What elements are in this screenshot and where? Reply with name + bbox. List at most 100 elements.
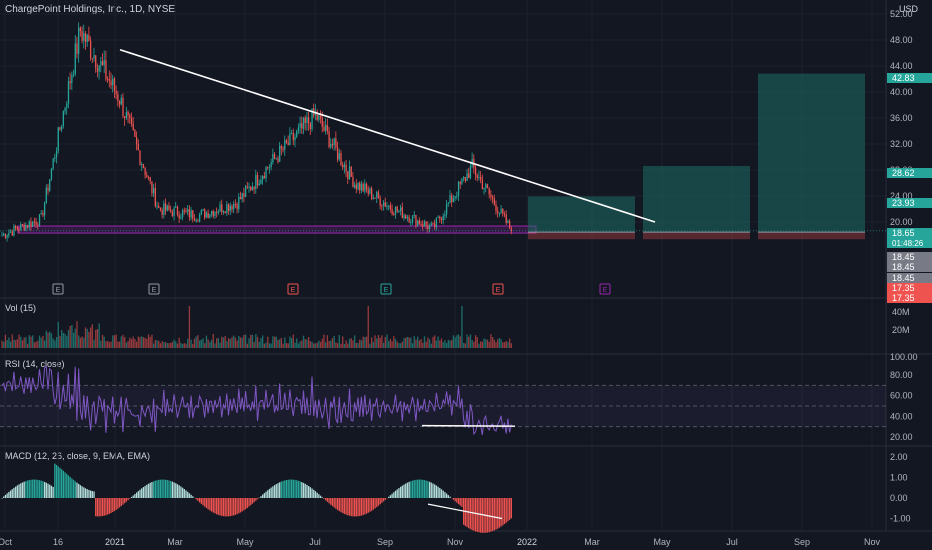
candle-body bbox=[71, 75, 73, 84]
candle-body bbox=[224, 211, 226, 213]
macd-bar bbox=[233, 498, 235, 516]
macd-bar bbox=[389, 495, 392, 498]
candle-body bbox=[430, 223, 432, 226]
candle-body bbox=[497, 211, 499, 214]
candle-body bbox=[273, 153, 276, 159]
candle-body bbox=[103, 60, 105, 66]
candle-body bbox=[54, 157, 56, 159]
currency-label[interactable]: USD bbox=[898, 4, 918, 14]
price-tick-label: 44.00 bbox=[890, 61, 913, 71]
volume-bar bbox=[318, 340, 320, 348]
candle-body bbox=[69, 81, 71, 84]
macd-bar bbox=[379, 498, 381, 505]
macd-bar bbox=[62, 470, 65, 498]
macd-bar bbox=[226, 498, 228, 517]
macd-bar bbox=[435, 485, 438, 498]
macd-bar bbox=[146, 484, 148, 498]
macd-bar bbox=[3, 496, 5, 498]
volume-pane-label[interactable]: Vol (15) bbox=[5, 303, 37, 313]
volume-bar bbox=[52, 338, 54, 348]
macd-bar bbox=[289, 479, 291, 498]
macd-bar bbox=[246, 498, 248, 508]
price-label-bg bbox=[887, 273, 932, 283]
macd-bar bbox=[285, 479, 288, 498]
volume-bar bbox=[132, 336, 134, 348]
macd-bar bbox=[61, 469, 63, 498]
macd-bar bbox=[279, 482, 281, 498]
volume-bar bbox=[253, 342, 255, 348]
candle-body bbox=[95, 55, 97, 68]
volume-bar bbox=[88, 331, 90, 348]
candle-body bbox=[469, 166, 472, 179]
macd-bar bbox=[188, 493, 191, 498]
volume-bar bbox=[255, 334, 257, 348]
volume-bar bbox=[413, 336, 415, 348]
macd-bar bbox=[55, 464, 58, 498]
rsi-pane-label[interactable]: RSI (14, close) bbox=[5, 359, 65, 369]
volume-bar bbox=[369, 343, 371, 348]
macd-bar bbox=[411, 480, 414, 498]
candle-body bbox=[398, 210, 400, 212]
macd-bar bbox=[284, 480, 286, 498]
volume-bar bbox=[415, 339, 417, 348]
macd-bar bbox=[11, 489, 13, 498]
volume-bar bbox=[197, 335, 199, 348]
volume-bar bbox=[313, 343, 315, 348]
target-box-2 bbox=[643, 165, 750, 233]
candle-body bbox=[76, 43, 78, 54]
volume-bar bbox=[180, 342, 182, 348]
price-label: 18.45 bbox=[887, 273, 932, 283]
macd-bar bbox=[137, 491, 139, 498]
volume-bar bbox=[219, 342, 221, 348]
macd-bar bbox=[45, 482, 47, 498]
candle-body bbox=[13, 225, 15, 236]
macd-bar bbox=[393, 492, 395, 498]
price-tick-label: 20.00 bbox=[890, 217, 913, 227]
candle-body bbox=[498, 212, 501, 214]
volume-bar bbox=[198, 340, 201, 348]
volume-bar bbox=[229, 338, 231, 348]
volume-bar bbox=[190, 339, 192, 348]
volume-bar bbox=[308, 337, 310, 348]
candle-body bbox=[330, 143, 332, 148]
candle-body bbox=[451, 195, 453, 203]
macd-bar bbox=[406, 482, 409, 498]
symbol-title[interactable]: ChargePoint Holdings, Inc., 1D, NYSE bbox=[5, 4, 176, 15]
macd-bar bbox=[364, 498, 366, 515]
candlesticks bbox=[1, 22, 512, 242]
earnings-marker-4: E bbox=[380, 283, 392, 295]
volume-bar bbox=[457, 334, 460, 348]
macd-bar bbox=[103, 498, 105, 516]
macd-bar bbox=[152, 481, 155, 498]
candle-body bbox=[222, 211, 225, 213]
candle-body bbox=[62, 111, 65, 126]
macd-pane-label[interactable]: MACD (12, 26, close, 9, EMA, EMA) bbox=[5, 451, 151, 461]
macd-bar bbox=[273, 485, 276, 498]
macd-bar bbox=[231, 498, 233, 516]
earnings-marker-label: E bbox=[291, 287, 296, 294]
candle-body bbox=[427, 225, 429, 230]
macd-bar bbox=[171, 481, 174, 498]
candle-body bbox=[66, 103, 68, 108]
candle-body bbox=[246, 186, 248, 188]
volume-bar bbox=[345, 340, 347, 348]
candle-body bbox=[272, 153, 274, 163]
macd-bar bbox=[118, 498, 121, 508]
volume-bar bbox=[86, 328, 88, 348]
candle-body bbox=[1, 235, 3, 237]
candle-body bbox=[139, 150, 141, 165]
volume-bar bbox=[505, 340, 507, 348]
macd-bar bbox=[105, 498, 107, 516]
volume-bar bbox=[428, 339, 431, 348]
macd-bar bbox=[490, 498, 492, 532]
macd-bar bbox=[198, 498, 201, 503]
macd-bar bbox=[301, 482, 303, 498]
candle-body bbox=[226, 204, 228, 213]
volume-bar bbox=[248, 338, 250, 348]
volume-bar bbox=[508, 338, 511, 348]
price-label-text: 17.35 bbox=[892, 283, 915, 293]
candle-body bbox=[142, 163, 145, 169]
price-label: 17.35 bbox=[887, 283, 932, 293]
macd-bar bbox=[6, 493, 8, 498]
